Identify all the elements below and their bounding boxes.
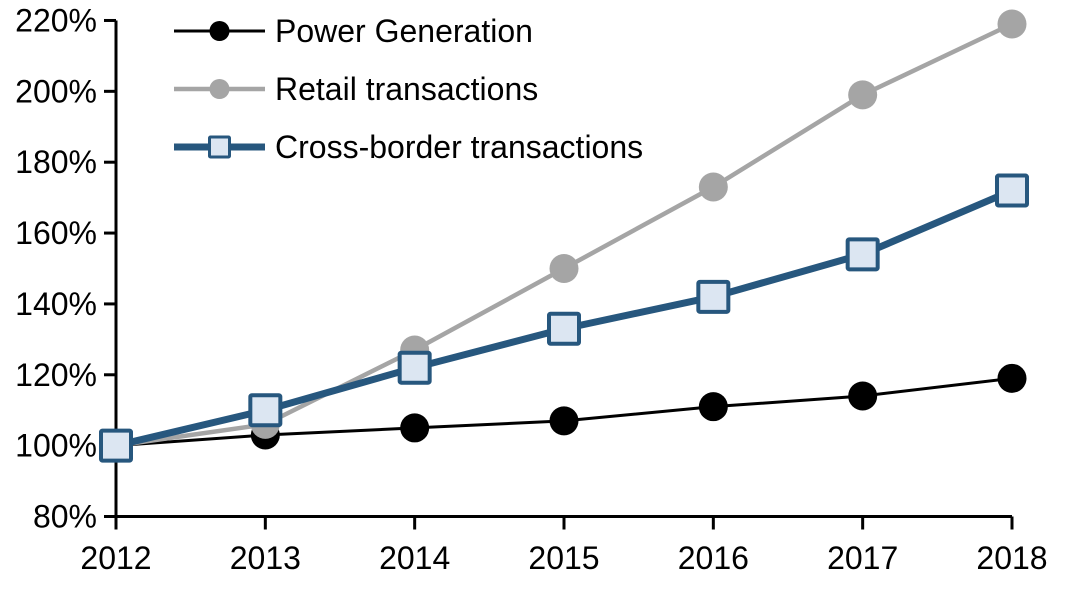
y-tick-label: 80% [33, 499, 97, 535]
legend-swatch-retail-transactions-icon [174, 79, 265, 99]
data-point-marker [400, 413, 430, 443]
series-cross-border-transactions [99, 173, 1029, 463]
legend-label-retail-transactions: Retail transactions [275, 71, 539, 107]
chart-legend: Power Generation Retail transactions Cro… [172, 2, 643, 176]
y-tick-label: 100% [15, 428, 97, 464]
y-tick-label: 220% [15, 2, 97, 38]
x-tick-label: 2017 [827, 540, 898, 576]
data-point-marker [848, 80, 878, 110]
legend-swatch-power-generation-icon [174, 21, 265, 41]
data-point-marker [994, 173, 1029, 208]
y-tick-label: 200% [15, 73, 97, 109]
legend-item-cross-border-transactions: Cross-border transactions [172, 118, 643, 176]
x-tick-label: 2016 [678, 540, 749, 576]
legend-item-power-generation: Power Generation [172, 2, 643, 60]
y-tick-label: 120% [15, 357, 97, 393]
legend-marker-square [208, 135, 231, 159]
y-tick-label: 140% [15, 286, 97, 322]
data-point-marker [698, 392, 728, 422]
x-tick-label: 2014 [379, 540, 450, 576]
data-point-marker [848, 381, 878, 411]
x-tick-label: 2018 [976, 540, 1047, 576]
legend-marker-circle [209, 79, 230, 99]
y-tick-label: 160% [15, 215, 97, 251]
data-point-marker [99, 428, 133, 463]
x-tick-label: 2013 [230, 540, 301, 576]
x-tick-label: 2015 [528, 540, 599, 576]
data-point-marker [549, 253, 579, 283]
data-point-marker [997, 9, 1027, 39]
legend-label-cross-border-transactions: Cross-border transactions [275, 129, 644, 165]
legend-label-power-generation: Power Generation [275, 13, 533, 49]
data-point-marker [397, 350, 432, 385]
y-tick-label: 180% [15, 144, 97, 180]
data-point-marker [549, 406, 579, 436]
series-power-generation [101, 363, 1027, 461]
data-point-marker [696, 279, 731, 314]
legend-item-retail-transactions: Retail transactions [172, 60, 643, 118]
x-tick-label: 2012 [80, 540, 151, 576]
legend-marker-circle [209, 21, 230, 41]
data-point-marker [546, 311, 581, 346]
data-point-marker [845, 237, 880, 272]
data-point-marker [698, 172, 728, 202]
data-point-marker [248, 393, 283, 428]
data-point-marker [997, 363, 1027, 393]
legend-swatch-cross-border-transactions-icon [174, 135, 265, 159]
